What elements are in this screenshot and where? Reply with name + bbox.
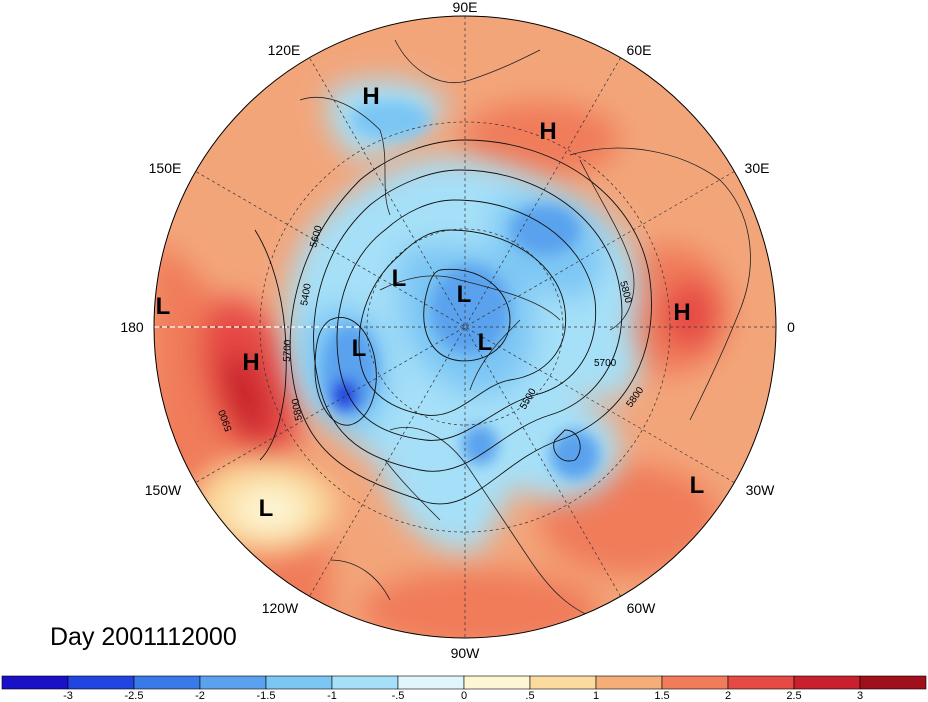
colorbar-swatch xyxy=(661,675,729,690)
colorbar-swatch xyxy=(397,675,465,690)
plot-title: Day 2001112000 xyxy=(50,623,237,651)
lon-label-30e: 30E xyxy=(745,160,770,176)
lon-label-60w: 60W xyxy=(627,600,657,616)
colorbar-tick-label: -1.5 xyxy=(257,690,276,702)
lon-label-120w: 120W xyxy=(262,600,299,616)
lon-label-120e: 120E xyxy=(268,42,301,58)
colorbar-tick-label: 2 xyxy=(725,690,731,702)
colorbar-tick-label: 3 xyxy=(857,690,863,702)
pressure-center-label: H xyxy=(362,83,379,110)
colorbar-swatch xyxy=(463,675,531,690)
pressure-center-label: L xyxy=(352,335,367,362)
graticule xyxy=(154,16,776,638)
pressure-center-label: L xyxy=(690,472,705,499)
pressure-center-label: L xyxy=(259,495,274,522)
contour-label: 5700 xyxy=(282,339,294,362)
pressure-center-label: H xyxy=(673,299,690,326)
colorbar-swatch xyxy=(265,675,333,690)
lon-label-90e: 90E xyxy=(453,0,478,15)
colorbar-swatch xyxy=(727,675,795,690)
colorbar-swatch xyxy=(793,675,861,690)
map-boundary xyxy=(153,15,777,639)
contour-label: 5400 xyxy=(299,282,314,306)
pressure-center-label: H xyxy=(539,118,556,145)
lon-label-60e: 60E xyxy=(627,42,652,58)
pressure-center-label: L xyxy=(457,281,472,308)
colorbar-swatch xyxy=(595,675,663,690)
colorbar-swatch xyxy=(1,675,69,690)
colorbar-swatch xyxy=(133,675,201,690)
colorbar-tick-label: 2.5 xyxy=(786,690,801,702)
longitude-labels: 90E 60E 30E 0 30W 60W 90W 120W 150W 180 … xyxy=(120,0,795,661)
coastlines xyxy=(299,39,751,621)
colorbar-tick-label: 0 xyxy=(461,690,467,702)
colorbar-swatch xyxy=(859,675,927,690)
lon-label-150e: 150E xyxy=(149,160,182,176)
colorbar-tick-label: -2.5 xyxy=(125,690,144,702)
contour-label: 5800 xyxy=(290,397,305,421)
colorbar-tick-label: -.5 xyxy=(392,690,405,702)
height-contours xyxy=(254,139,652,505)
lon-label-30w: 30W xyxy=(746,482,776,498)
colorbar-tick-label: -2 xyxy=(195,690,205,702)
pressure-center-group: H H H H L L L L L L L xyxy=(156,83,705,522)
pressure-center-label: L xyxy=(392,265,407,292)
lon-label-0: 0 xyxy=(787,319,795,335)
colorbar-tick-label: -1 xyxy=(327,690,337,702)
pressure-center-label: H xyxy=(242,349,259,376)
colorbar: -3 -2.5 -2 -1.5 -1 -.5 0 .5 1 1.5 2 2.5 3 xyxy=(1,675,927,702)
colorbar-tick-label: 1 xyxy=(593,690,599,702)
lon-label-180: 180 xyxy=(120,319,144,335)
colorbar-swatch xyxy=(529,675,597,690)
pressure-center-label: L xyxy=(156,293,171,320)
contour-label: 5700 xyxy=(594,358,617,369)
colorbar-tick-label: -3 xyxy=(63,690,73,702)
colorbar-tick-label: 1.5 xyxy=(654,690,669,702)
lon-label-150w: 150W xyxy=(145,482,182,498)
anomaly-shading xyxy=(154,16,776,638)
colorbar-swatch xyxy=(67,675,135,690)
lon-label-90w: 90W xyxy=(451,645,481,661)
colorbar-swatch xyxy=(331,675,399,690)
pressure-center-label: L xyxy=(478,329,493,356)
colorbar-swatch xyxy=(199,675,267,690)
colorbar-tick-label: .5 xyxy=(525,690,534,702)
